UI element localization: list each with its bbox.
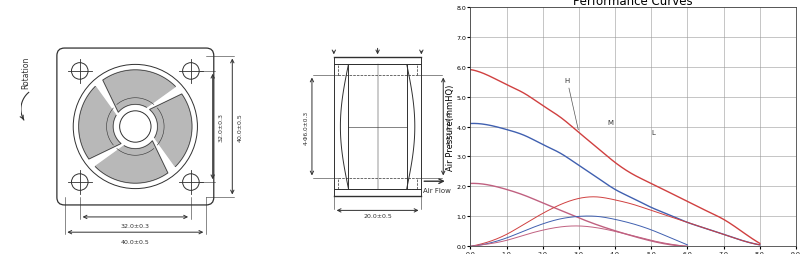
- Text: 4-Φ6.0±0.3: 4-Φ6.0±0.3: [303, 110, 308, 144]
- Text: L: L: [651, 130, 655, 135]
- Text: H: H: [565, 77, 578, 130]
- Circle shape: [74, 65, 198, 189]
- Text: Rotation: Rotation: [21, 57, 30, 89]
- Circle shape: [71, 174, 88, 190]
- Text: 40.0±0.5: 40.0±0.5: [121, 239, 150, 244]
- FancyBboxPatch shape: [57, 49, 214, 205]
- Polygon shape: [103, 71, 175, 113]
- Polygon shape: [334, 189, 422, 196]
- Text: 32.0±0.3: 32.0±0.3: [121, 224, 150, 229]
- Polygon shape: [78, 87, 121, 159]
- Circle shape: [182, 64, 199, 80]
- Polygon shape: [150, 95, 192, 167]
- Circle shape: [120, 111, 151, 143]
- Text: 20.0±0.5: 20.0±0.5: [363, 213, 392, 218]
- Polygon shape: [334, 58, 422, 65]
- Text: 32.0±0.3: 32.0±0.3: [218, 113, 223, 141]
- Circle shape: [71, 64, 88, 80]
- Text: M: M: [608, 119, 614, 125]
- Text: 4-Φ3.5±0.3: 4-Φ3.5±0.3: [447, 110, 452, 144]
- Title: Performance Curves: Performance Curves: [574, 0, 693, 8]
- Polygon shape: [95, 141, 168, 183]
- Text: 40.0±0.5: 40.0±0.5: [238, 113, 242, 141]
- Circle shape: [182, 174, 199, 190]
- Text: Air Flow: Air Flow: [423, 187, 450, 193]
- Y-axis label: Air Pressure(mmHQ): Air Pressure(mmHQ): [446, 84, 455, 170]
